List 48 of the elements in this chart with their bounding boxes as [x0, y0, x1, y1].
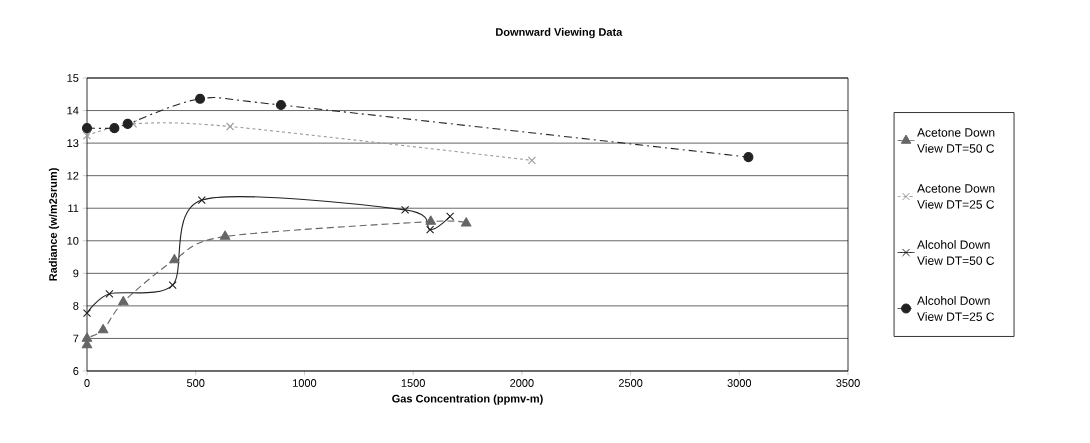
point [460, 217, 472, 227]
point [122, 118, 133, 129]
point [105, 289, 114, 298]
legend-label: Acetone Down View DT=50 C [917, 128, 995, 153]
x-tick-label: 1000 [293, 379, 317, 387]
y-tick-label: 12 [67, 171, 79, 180]
x-tick-label: 2500 [618, 379, 643, 387]
point [82, 308, 92, 318]
x-tick-label: 500 [186, 379, 205, 387]
x-axis-title: Gas Concentration (ppmv-m) [392, 394, 543, 405]
point [446, 212, 455, 221]
point [169, 253, 180, 264]
point [197, 196, 206, 205]
y-tick-label: 14 [67, 106, 79, 115]
point [743, 152, 754, 163]
legend-label: Alcohol Down View DT=50 C [917, 240, 995, 265]
point [82, 131, 92, 140]
x-tick-label: 2000 [510, 379, 534, 387]
x-tick-label: 3000 [727, 379, 752, 387]
x-tick-label: 1500 [401, 379, 425, 387]
point [527, 156, 536, 165]
y-axis-title: Radiance (w/m2srum) [48, 168, 60, 281]
x-tick-label: 3500 [836, 379, 860, 387]
legend-label: Acetone Down View DT=25 C [917, 184, 995, 209]
x-tick-label: 0 [84, 379, 90, 387]
point [425, 215, 437, 225]
y-tick-label: 9 [73, 269, 79, 278]
point [109, 123, 120, 134]
y-tick-label: 11 [68, 204, 79, 213]
point [195, 93, 206, 104]
legend-label: Alcohol Down View DT=25 C [917, 296, 995, 321]
chart-title: Downward Viewing Data [496, 27, 623, 39]
y-tick-label: 10 [67, 236, 79, 245]
point [168, 280, 177, 290]
y-tick-label: 15 [67, 74, 79, 82]
point [426, 225, 435, 234]
y-tick-label: 7 [73, 334, 79, 343]
point [81, 123, 93, 134]
point [226, 122, 235, 131]
point [81, 332, 93, 342]
y-tick-label: 6 [73, 367, 79, 375]
y-tick-label: 8 [73, 301, 79, 310]
point [401, 205, 410, 214]
y-tick-label: 13 [67, 139, 79, 148]
point [219, 230, 231, 240]
point [118, 295, 129, 306]
point [275, 99, 286, 111]
point [97, 323, 109, 334]
